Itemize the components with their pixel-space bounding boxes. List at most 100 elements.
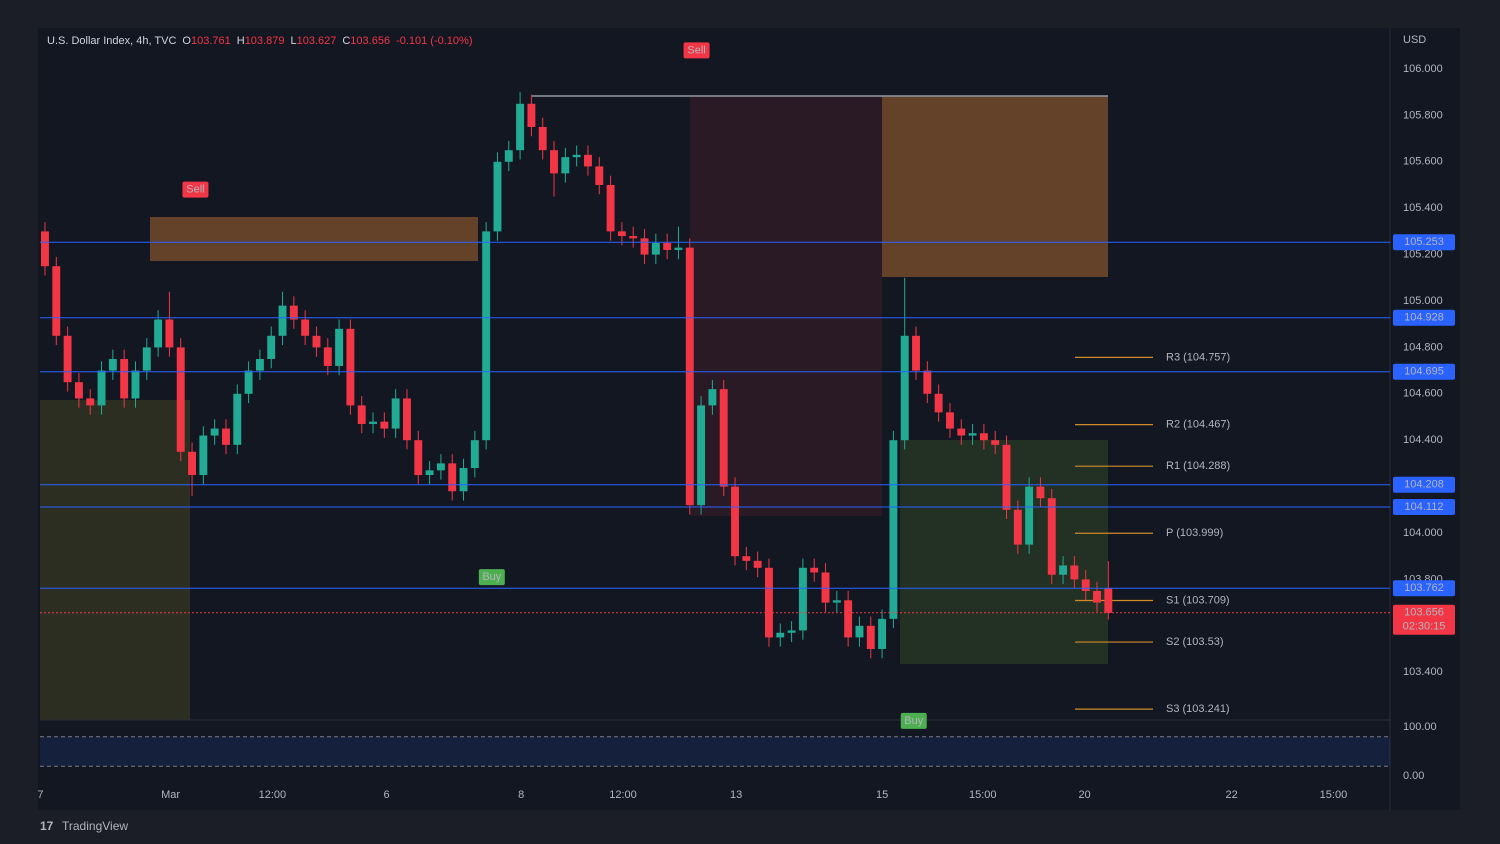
candle-body [968,433,977,436]
candle-body [244,370,253,394]
candle-body [323,347,332,366]
price-tag [1393,499,1455,516]
price-tag [1393,309,1455,326]
y-tick-label: 105.600 [1403,156,1443,168]
ohlc-value: 103.656 [350,35,390,47]
oscillator-band [40,736,1390,767]
candle-body [516,103,525,151]
candle-body [1013,509,1022,545]
candle-body [154,319,163,348]
candle-body [765,567,773,638]
oscillator-tick-label: 0.00 [1403,770,1424,782]
candle-body [346,328,355,406]
candle-body [414,440,423,475]
zone [690,96,882,516]
candle-body [108,358,117,371]
candle-body [425,470,434,475]
x-tick-label: 20 [1078,789,1090,801]
candle-body [278,305,287,336]
candle-body [74,382,83,399]
candle-body [606,184,615,232]
candle-body [448,463,457,492]
y-tick-label: 105.200 [1403,248,1443,260]
price-tag-label: 104.928 [1404,312,1444,324]
candle-body [289,305,298,320]
x-tick-label: 15:00 [969,789,997,801]
candle-body [222,428,230,445]
ohlc-value: 103.879 [245,35,285,47]
y-tick-label: 104.800 [1403,341,1443,353]
zone [150,217,478,261]
y-tick-label: 104.400 [1403,434,1443,446]
candle-body [1059,565,1068,575]
candle-body [912,335,920,371]
x-tick-label: 22 [1226,789,1238,801]
x-tick-label: 15 [876,789,888,801]
candle-body [527,103,536,127]
price-tag [1393,234,1455,251]
x-tick-label: 8 [518,789,524,801]
currency: USD [1403,34,1426,46]
candle-body [335,328,344,366]
signal-badge [683,42,710,59]
candle-body [1025,486,1034,545]
candle-body [1070,565,1079,580]
candle-body [866,625,875,650]
pivot-label: R1 (104.288) [1166,460,1230,472]
candle-body [821,572,830,603]
y-tick-label: 105.400 [1403,202,1443,214]
candle-body [561,157,570,174]
candle-body [697,405,706,506]
candle-body [584,154,592,167]
candle-body [640,238,649,255]
ohlc-key: O [182,35,191,47]
candle-body [900,335,909,441]
price-tag-label: 103.762 [1404,582,1444,594]
candle-body [945,412,954,429]
signal-label: Sell [687,44,705,56]
candle-body [357,405,366,424]
price-tag [1393,363,1455,380]
candle-body [708,389,717,406]
candle-body [312,335,321,348]
y-tick-label: 104.000 [1403,527,1443,539]
zone [40,400,190,720]
candle-body [798,567,807,631]
pivot-label: R2 (104.467) [1166,419,1230,431]
candle-body [482,231,491,441]
candle-body [380,421,389,429]
y-tick-label: 106.000 [1403,63,1443,75]
candle-body [176,347,185,452]
signal-badge [478,569,505,586]
candle-body [436,463,445,471]
candle-body [776,632,785,638]
candle-body [719,389,728,487]
candle-body [267,335,276,359]
candle-body [595,166,604,185]
candle-body [889,440,898,619]
candle-body [504,150,513,162]
pivot-label: S3 (103.241) [1166,703,1230,715]
candle-body [731,486,739,557]
price-tag [1393,580,1455,597]
candle-body [844,600,853,638]
candle-body [1104,588,1113,613]
ohlc-key: L [290,35,296,47]
brand-logo: 17 [40,819,54,833]
candle-body [369,421,377,424]
candle-body [459,468,468,492]
candle-body [233,393,242,445]
countdown: 02:30:15 [1403,621,1446,633]
header: U.S. Dollar Index, 4h, TVC O103.761 H103.8… [47,35,473,47]
candle-body [538,126,547,151]
oscillator-tick-label: 100.00 [1403,721,1437,733]
ohlc-key: H [237,35,245,47]
pivot-label: R3 (104.757) [1166,351,1230,363]
candle-body [301,319,310,336]
x-tick-label: 12:00 [259,789,287,801]
candle-body [1081,579,1090,592]
candle-body [391,398,400,429]
price-tag-label: 105.253 [1404,236,1444,248]
candle-body [63,335,72,383]
